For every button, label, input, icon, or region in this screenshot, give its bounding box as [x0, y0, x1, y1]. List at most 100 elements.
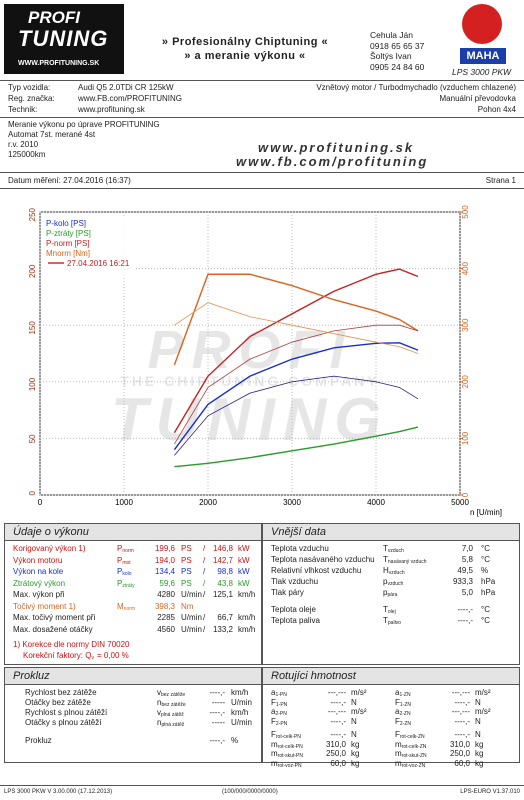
symbol: mrot-celk-ZN	[395, 739, 427, 750]
value: -----	[211, 698, 225, 707]
value: -----	[211, 718, 225, 727]
value: ----,-	[457, 616, 473, 625]
unit: °C	[481, 544, 490, 553]
note: 1) Korekce dle normy DIN 70020	[13, 640, 130, 649]
note: r.v. 2010	[8, 140, 39, 149]
symbol: Frot-celk-PN	[271, 730, 301, 740]
symbol-sub: 1-PN	[275, 692, 287, 698]
label: Rychlost s plnou zátěží	[25, 708, 108, 717]
unit: kg	[351, 739, 360, 749]
unit: PS	[181, 567, 192, 576]
unit: km/h	[238, 624, 256, 634]
symbol-sub: nasávaný vzduch	[387, 559, 427, 565]
y-tick-label: 200	[28, 264, 37, 278]
value: 398,3	[154, 601, 175, 611]
banner-2: » a meranie výkonu «	[184, 50, 306, 62]
logo: PROFI TUNING WWW.PROFITUNING.SK	[4, 4, 124, 74]
value: 133,2	[212, 624, 233, 634]
label: Max. dosažené otáčky	[13, 624, 93, 634]
contacts: Cehula Ján 0918 65 65 37 Šoltýs Ivan 0905 2…	[370, 30, 424, 72]
unit: °C	[481, 616, 490, 625]
logo-bottom: TUNING	[18, 26, 109, 51]
legend-box	[43, 216, 135, 276]
series-line	[173, 268, 419, 434]
watermark-fb: www.fb.com/profituning	[236, 154, 429, 169]
value: 43,8	[217, 578, 233, 588]
divider	[0, 172, 524, 173]
value: ---,---	[451, 707, 470, 716]
section-title: Prokluz	[5, 668, 261, 685]
label: Točivý moment 1)	[13, 601, 76, 611]
value: ---,---	[327, 707, 346, 716]
note: Meranie výkonu po úprave PROFITUNING	[8, 120, 160, 129]
divider	[0, 117, 524, 118]
slip-box: Prokluz Rychlost bez zátěže vbez zátěže ---…	[4, 667, 262, 763]
banner-1: » Profesionálny Chiptuning «	[161, 36, 329, 48]
symbol-sub: rot-celk-ZN	[399, 734, 425, 740]
symbol: a1-ZN	[395, 688, 411, 698]
value: 194,0	[154, 555, 175, 565]
unit: %	[481, 566, 489, 575]
symbol: vplná zátěž	[157, 708, 184, 718]
performance-box: Údaje o výkonu Korigovaný výkon 1) Pnorm 19…	[4, 523, 262, 665]
section-title: Údaje o výkonu	[5, 524, 261, 541]
value: 49,5	[457, 566, 473, 575]
chart-watermark: PROFI	[147, 320, 352, 380]
symbol: Frot-celk-ZN	[395, 730, 425, 740]
symbol-sub: kolo	[122, 571, 132, 577]
symbol: a2-ZN	[395, 707, 411, 717]
divider	[0, 188, 524, 189]
footer-center: (100/000/0000/0000)	[222, 789, 278, 795]
y-tick-label: 50	[28, 434, 37, 443]
symbol-sub: bez zátěže	[161, 702, 186, 708]
separator: /	[203, 544, 206, 553]
divider	[0, 785, 524, 786]
value: 2285	[157, 613, 175, 622]
label: Ztrátový výkon	[13, 578, 66, 588]
x-tick-label: 4000	[367, 498, 385, 507]
symbol: F1-ZN	[395, 697, 412, 708]
symbol: Tnasávaný vzduch	[383, 555, 427, 565]
symbol: Tolej	[383, 605, 396, 615]
value: ----,-	[454, 697, 470, 707]
unit: PS	[181, 544, 192, 553]
unit: PS	[181, 555, 192, 565]
symbol: mrot-skut-PN	[271, 749, 303, 759]
maha-logo: MAHA	[460, 48, 506, 64]
notes: Meranie výkonu po úprave PROFITUNING Auto…	[8, 120, 160, 160]
logo-url: WWW.PROFITUNING.SK	[18, 60, 100, 67]
label: Rychlost bez zátěže	[25, 688, 97, 697]
symbol-sub: bez zátěže	[161, 692, 186, 698]
vehicle-label: Typ vozidla:	[8, 83, 51, 92]
series-line	[173, 273, 419, 366]
footer-right: LPS-EURO V1.37.010	[460, 789, 520, 795]
label: Max. točivý moment při	[13, 613, 96, 622]
unit: %	[231, 736, 239, 745]
symbol: a2-PN	[271, 707, 287, 717]
label: Otáčky s plnou zátěží	[25, 718, 102, 727]
unit: N	[475, 716, 481, 726]
note: Automat 7st. merané 4st	[8, 130, 96, 139]
unit: kW	[238, 544, 250, 553]
y2-tick-label: 0	[461, 492, 470, 497]
label: Max. výkon při	[13, 590, 65, 599]
x-tick-label: 1000	[115, 498, 133, 507]
label: Prokluz	[25, 736, 52, 745]
value: ----,-	[330, 697, 346, 707]
symbol-sub: vzduch	[387, 581, 404, 587]
symbol: Pztráty	[117, 578, 135, 589]
unit: kg	[475, 749, 484, 758]
value: 134,4	[154, 567, 175, 576]
symbol-sub: vzduch	[387, 548, 404, 554]
symbol: Pnorm	[117, 544, 134, 554]
symbol: F2-ZN	[395, 716, 412, 727]
chart-watermark: TUNING	[111, 386, 389, 453]
value: ---,---	[451, 688, 470, 697]
symbol: mrot-celk-PN	[271, 739, 303, 750]
unit: N	[351, 730, 357, 739]
y-tick-label: 0	[28, 490, 37, 495]
legend-label: P-norm [PS]	[46, 239, 90, 248]
unit: N	[475, 697, 481, 707]
